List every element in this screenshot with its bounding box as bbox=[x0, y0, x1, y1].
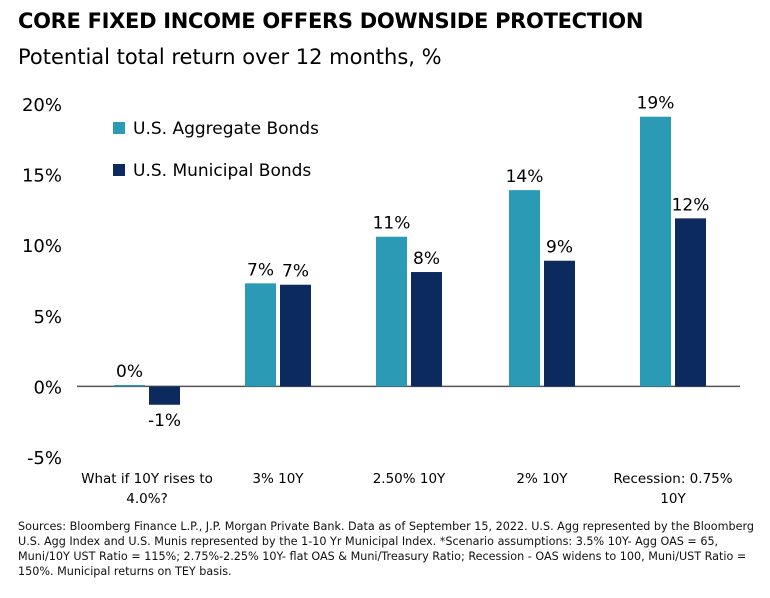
y-tick-label: 5% bbox=[33, 307, 62, 328]
x-tick-label: 4.0%? bbox=[126, 491, 167, 507]
x-tick-label: 2.50% 10Y bbox=[373, 471, 446, 487]
bar-chart: 20% 15% 10% 5% 0% -5% 0% 7% 11% 14% 19% -1% 7% 8% 9% 12… bbox=[22, 94, 740, 507]
legend-swatch-agg bbox=[113, 122, 125, 134]
y-tick-label: 10% bbox=[22, 236, 62, 257]
legend-label-agg: U.S. Aggregate Bonds bbox=[133, 119, 319, 139]
x-tick-label: What if 10Y rises to bbox=[81, 471, 213, 487]
footnote: Sources: Bloomberg Finance L.P., J.P. Mo… bbox=[18, 520, 754, 578]
muni-data-label: 8% bbox=[413, 249, 440, 269]
agg-bar bbox=[640, 116, 671, 387]
legend-swatch-muni bbox=[113, 164, 125, 176]
x-tick-label: 10Y bbox=[660, 491, 686, 507]
muni-data-label: 12% bbox=[672, 195, 710, 215]
agg-bar bbox=[509, 190, 540, 387]
agg-data-label: 0% bbox=[116, 362, 143, 382]
agg-bar bbox=[114, 384, 145, 387]
muni-data-label: -1% bbox=[148, 411, 181, 431]
x-tick-label: Recession: 0.75% bbox=[613, 471, 732, 487]
x-tick-label: 3% 10Y bbox=[252, 471, 304, 487]
agg-data-label: 14% bbox=[506, 167, 544, 187]
y-tick-label: 15% bbox=[22, 166, 62, 187]
legend-label-muni: U.S. Municipal Bonds bbox=[133, 161, 311, 181]
agg-data-label: 19% bbox=[637, 94, 675, 114]
muni-bar bbox=[411, 272, 442, 387]
chart-subtitle: Potential total return over 12 months, % bbox=[18, 45, 442, 69]
y-tick-label: -5% bbox=[27, 448, 62, 469]
chart-title: CORE FIXED INCOME OFFERS DOWNSIDE PROTEC… bbox=[18, 9, 644, 33]
muni-data-label: 7% bbox=[282, 262, 309, 282]
muni-bar bbox=[544, 260, 575, 387]
muni-bar bbox=[149, 386, 180, 405]
x-tick-label: 2% 10Y bbox=[516, 471, 568, 487]
y-tick-label: 20% bbox=[22, 95, 62, 116]
muni-bar bbox=[675, 218, 706, 387]
agg-bar bbox=[376, 236, 407, 387]
muni-data-label: 9% bbox=[546, 238, 573, 258]
muni-bar bbox=[280, 284, 311, 387]
agg-data-label: 11% bbox=[373, 214, 411, 234]
agg-data-label: 7% bbox=[247, 260, 274, 280]
y-tick-label: 0% bbox=[33, 377, 62, 398]
agg-bar bbox=[245, 283, 276, 387]
